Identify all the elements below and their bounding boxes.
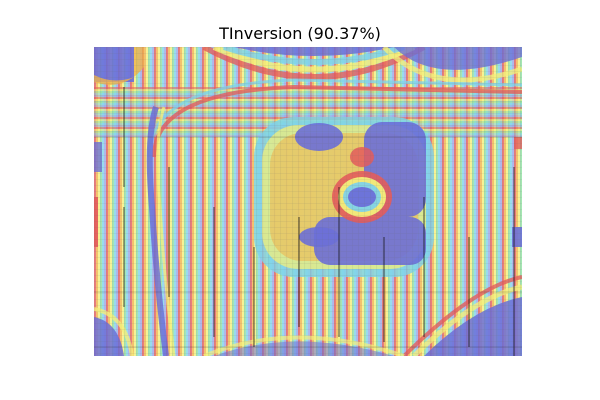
figure-title: TInversion (90.37%) xyxy=(219,24,381,43)
ecg-heatmap-overlay xyxy=(94,47,522,356)
ecg-grid xyxy=(94,47,522,356)
ecg-traces xyxy=(94,87,522,356)
